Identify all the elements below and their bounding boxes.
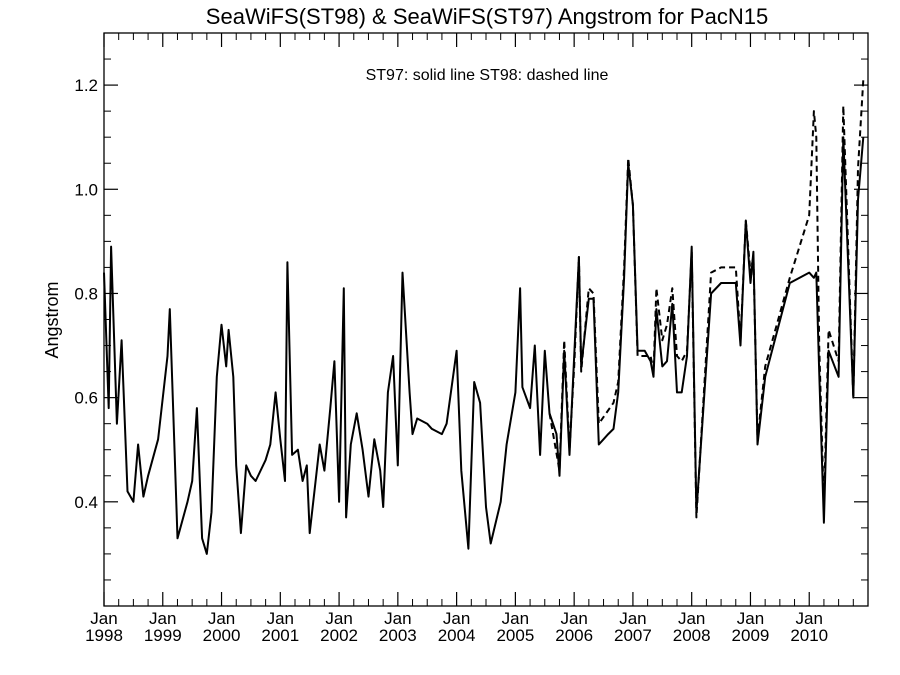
x-tick-month: Jan	[267, 609, 294, 628]
series-group	[103, 79, 865, 555]
chart-title: SeaWiFS(ST98) & SeaWiFS(ST97) Angstrom f…	[206, 4, 768, 29]
x-tick-month: Jan	[560, 609, 587, 628]
x-tick-year: 2007	[614, 626, 652, 645]
x-tick-year: 2008	[673, 626, 711, 645]
x-tick-month: Jan	[149, 609, 176, 628]
line-style-note: ST97: solid line ST98: dashed line	[366, 67, 609, 84]
y-tick-label: 0.8	[74, 284, 98, 303]
x-tick-month: Jan	[443, 609, 470, 628]
x-tick-month: Jan	[208, 609, 235, 628]
series-line-st98	[548, 79, 865, 519]
x-tick-month: Jan	[619, 609, 646, 628]
x-tick-month: Jan	[90, 609, 117, 628]
x-tick-year: 2009	[732, 626, 770, 645]
x-tick-year: 1999	[144, 626, 182, 645]
x-tick-year: 2000	[203, 626, 241, 645]
x-tick-year: 2005	[496, 626, 534, 645]
x-tick-year: 2001	[261, 626, 299, 645]
x-tick-year: 2004	[438, 626, 476, 645]
x-tick-month: Jan	[737, 609, 764, 628]
x-tick-year: 2003	[379, 626, 417, 645]
x-tick-year: 2010	[790, 626, 828, 645]
series-line-st97	[103, 136, 865, 555]
plot-frame	[103, 32, 869, 607]
y-tick-labels: 0.4 0.6 0.8 1.0 1.2	[74, 76, 98, 512]
x-tick-year: 2006	[555, 626, 593, 645]
x-tick-year: 2002	[320, 626, 358, 645]
y-axis-label: Angstrom	[42, 281, 62, 358]
x-tick-month: Jan	[384, 609, 411, 628]
y-tick-label: 1.0	[74, 180, 98, 199]
y-tick-label: 0.6	[74, 389, 98, 408]
x-tick-month: Jan	[502, 609, 529, 628]
x-tick-labels: Jan1998Jan1999Jan2000Jan2001Jan2002Jan20…	[85, 609, 828, 645]
x-tick-month: Jan	[325, 609, 352, 628]
x-tick-month: Jan	[796, 609, 823, 628]
y-tick-label: 0.4	[74, 493, 98, 512]
axis-ticks	[103, 33, 868, 606]
x-tick-month: Jan	[678, 609, 705, 628]
x-tick-year: 1998	[85, 626, 123, 645]
y-tick-label: 1.2	[74, 76, 98, 95]
